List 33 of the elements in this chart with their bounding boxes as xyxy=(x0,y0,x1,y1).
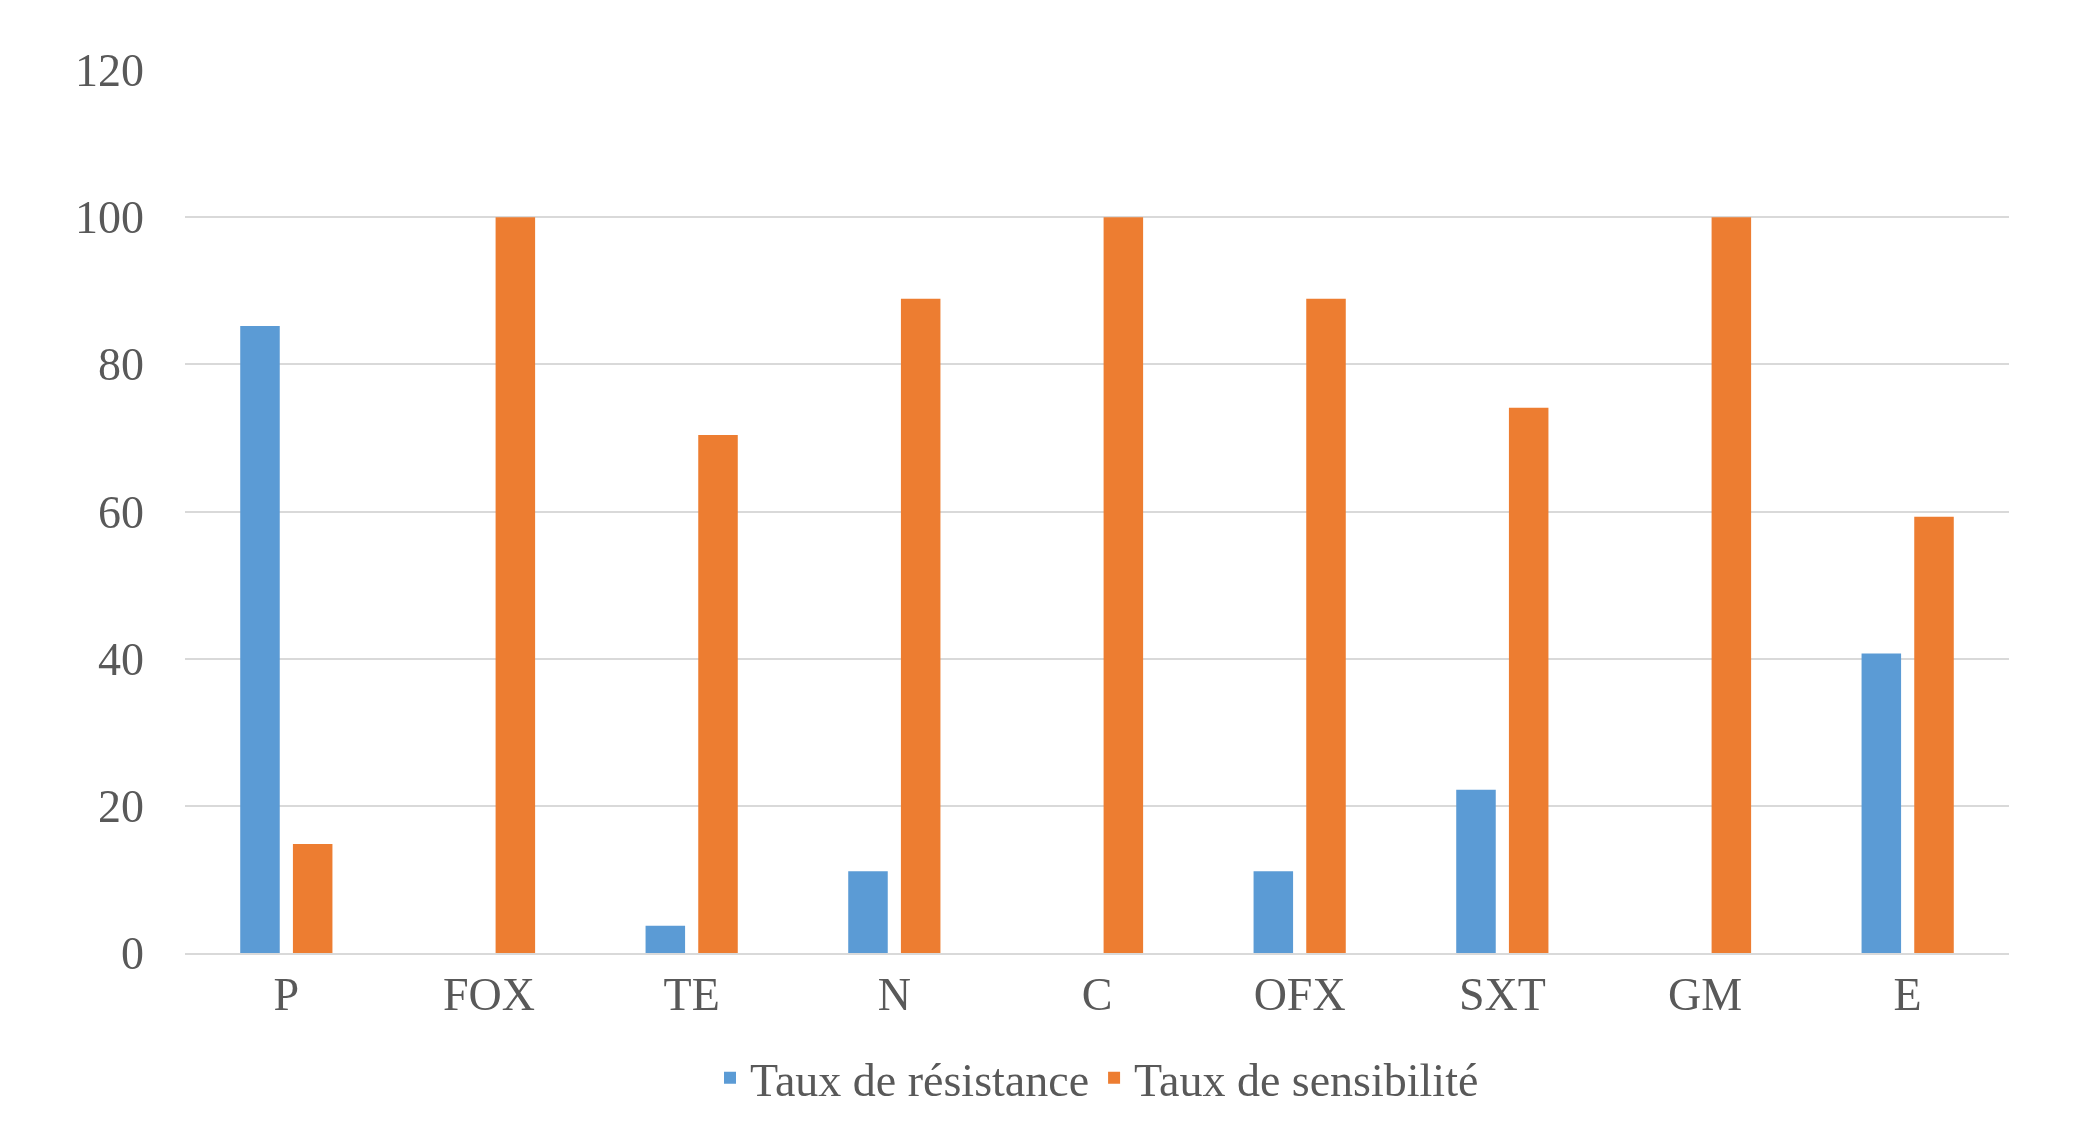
bar xyxy=(1861,653,1902,953)
bar xyxy=(292,844,333,953)
x-tick-label: FOX xyxy=(442,969,536,1021)
y-tick-label: 80 xyxy=(98,339,144,391)
x-tick-label: N xyxy=(877,969,911,1021)
y-tick-label: 0 xyxy=(121,928,144,980)
y-tick-label: 100 xyxy=(75,192,144,244)
bar xyxy=(1103,217,1144,953)
bar xyxy=(698,434,738,953)
bar xyxy=(1306,298,1346,953)
y-tick-label: 60 xyxy=(98,486,144,538)
x-tick-label: GM xyxy=(1667,969,1743,1021)
x-tick-label: TE xyxy=(663,969,720,1021)
bar xyxy=(1914,516,1954,953)
bar xyxy=(495,217,536,953)
x-tick-label: SXT xyxy=(1458,969,1546,1021)
y-tick-label: 120 xyxy=(75,45,144,97)
x-tick-label: C xyxy=(1081,969,1113,1021)
bar xyxy=(1508,407,1549,953)
y-tick-label: 40 xyxy=(98,633,144,685)
bar xyxy=(900,298,941,953)
legend-label: Taux de sensibilité xyxy=(1134,1054,1479,1106)
x-tick-label: P xyxy=(273,969,300,1021)
x-tick-label: E xyxy=(1893,969,1922,1021)
bar xyxy=(848,871,888,953)
legend-label: Taux de résistance xyxy=(750,1054,1090,1106)
y-tick-label: 20 xyxy=(98,780,144,832)
bar xyxy=(1456,789,1496,953)
bar xyxy=(240,326,280,953)
x-tick-label: OFX xyxy=(1253,969,1346,1021)
bar xyxy=(645,925,686,953)
bar xyxy=(1253,871,1294,953)
bar xyxy=(1711,217,1752,953)
